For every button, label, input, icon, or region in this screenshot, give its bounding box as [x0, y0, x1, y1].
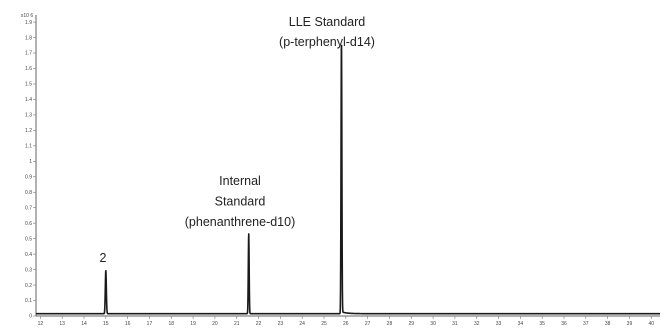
- x-tick-label: 15: [103, 321, 109, 327]
- y-tick-label: 0.6: [25, 221, 32, 227]
- y-tick-label: 1.1: [25, 144, 32, 150]
- x-tick-label: 35: [539, 321, 545, 327]
- x-tick-label: 38: [605, 321, 611, 327]
- x-tick-label: 33: [496, 321, 502, 327]
- x-tick-label: 18: [168, 321, 174, 327]
- axes-group: 0 0.1 0.2 0.3 0.4 0.5 0.6 0.7 0.8 0.9 1 1.1 1.2 1.3 1.…: [21, 13, 660, 327]
- x-tick-label: 37: [583, 321, 589, 327]
- annotation-internal-standard-line-1: Standard: [215, 195, 266, 209]
- annotation-internal-standard-line-2: (phenanthrene-d10): [185, 215, 296, 229]
- annotation-lle-standard-line-0: LLE Standard: [289, 15, 365, 29]
- x-tick-label: 14: [81, 321, 87, 327]
- x-tick-label: 13: [59, 321, 65, 327]
- y-tick-label: 0.8: [25, 190, 32, 196]
- x-tick-label: 30: [430, 321, 436, 327]
- x-tick-label: 27: [365, 321, 371, 327]
- chromatogram-trace: [35, 44, 661, 315]
- x-tick-label: 31: [452, 321, 458, 327]
- y-tick-label: 1.2: [25, 128, 32, 134]
- y-tick-label: 0.7: [25, 205, 32, 211]
- y-tick-label: 1.4: [25, 97, 32, 103]
- y-tick-label: 0.5: [25, 236, 32, 242]
- trace-group: [35, 44, 661, 315]
- annotation-peak-2-line-0: 2: [100, 251, 107, 265]
- x-tick-label: 25: [321, 321, 327, 327]
- y-tick-label: 1.7: [25, 51, 32, 57]
- x-tick-label: 28: [387, 321, 393, 327]
- x-tick-label: 22: [256, 321, 262, 327]
- y-tick-label: 1: [29, 159, 32, 165]
- y-tick-label: 0.4: [25, 252, 32, 258]
- y-tick-label: 0.2: [25, 283, 32, 289]
- x-tick-label: 16: [125, 321, 131, 327]
- annotation-lle-standard-line-1: (p-terphenyl-d14): [279, 35, 375, 49]
- x-tick-label: 29: [408, 321, 414, 327]
- x-tick-label: 17: [147, 321, 153, 327]
- annotation-internal-standard-line-0: Internal: [219, 174, 261, 188]
- x-tick-label: 23: [278, 321, 284, 327]
- y-tick-label: 0.1: [25, 298, 32, 304]
- x-tick-label: 19: [190, 321, 196, 327]
- y-tick-label: 1.5: [25, 82, 32, 88]
- x-tick-label: 40: [648, 321, 654, 327]
- y-scale-label: x10 6: [21, 13, 33, 19]
- x-tick-label: 32: [474, 321, 480, 327]
- y-tick-label: 1.6: [25, 66, 32, 72]
- x-tick-label: 20: [212, 321, 218, 327]
- x-tick-label: 36: [561, 321, 567, 327]
- x-tick-label: 39: [627, 321, 633, 327]
- y-tick-label: 0: [29, 314, 32, 320]
- y-tick-label: 1.8: [25, 35, 32, 41]
- annotation-group: 2 Internal Standard (phenanthrene-d10) LLE S…: [100, 15, 375, 265]
- x-tick-label: 26: [343, 321, 349, 327]
- x-tick-label: 21: [234, 321, 240, 327]
- x-tick-label: 34: [518, 321, 524, 327]
- y-tick-label: 0.3: [25, 267, 32, 273]
- x-tick-label: 24: [299, 321, 305, 327]
- y-tick-label: 1.3: [25, 113, 32, 119]
- x-tick-label: 12: [38, 321, 44, 327]
- y-tick-label: 1.9: [25, 20, 32, 26]
- y-tick-label: 0.9: [25, 174, 32, 180]
